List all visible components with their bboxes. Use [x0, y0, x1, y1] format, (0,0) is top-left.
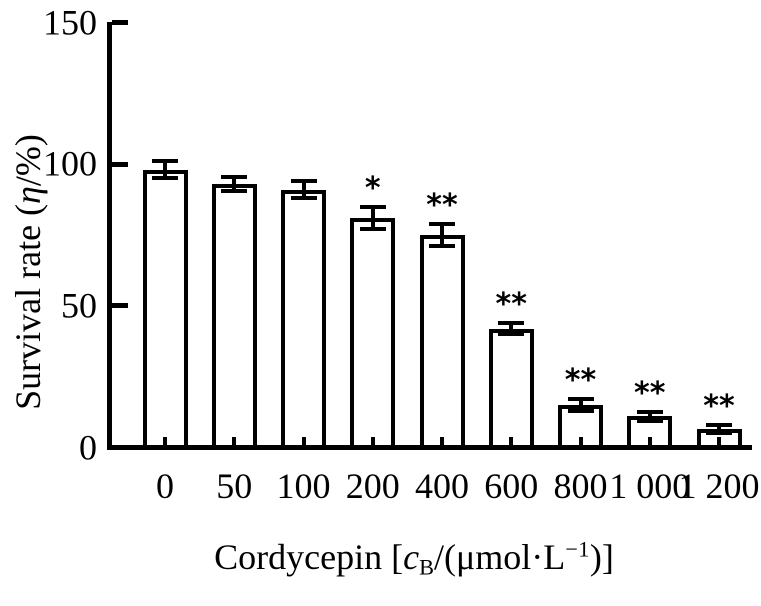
- y-axis-title-prefix: Survival rate (: [8, 203, 48, 410]
- x-axis-title: Cordycepin [cB/(μmol·L−1)]: [214, 534, 614, 582]
- error-bar-line: [647, 412, 652, 421]
- x-axis-tick: [232, 437, 237, 445]
- significance-marker: **: [564, 363, 597, 399]
- error-bar-line: [232, 176, 237, 192]
- y-axis-tick: [112, 20, 128, 25]
- y-axis-title-symbol-eta: η: [8, 186, 48, 204]
- bar: [142, 169, 188, 449]
- x-tick-label: 800: [553, 466, 608, 506]
- bar: [419, 235, 465, 449]
- error-bar-cap-bottom: [429, 244, 455, 249]
- significance-marker: **: [426, 187, 458, 223]
- error-bar-cap-top: [498, 320, 525, 325]
- y-axis-title-suffix: /%): [8, 134, 48, 187]
- error-bar-cap-bottom: [498, 332, 525, 337]
- x-tick-label: 600: [484, 466, 539, 506]
- x-tick-label: 1 200: [678, 466, 760, 506]
- x-axis-title-superscript: −1: [565, 536, 590, 562]
- x-axis-tick: [509, 437, 514, 445]
- bar: [281, 189, 326, 449]
- significance-marker: **: [703, 388, 735, 424]
- y-tick-label: 0: [79, 426, 97, 467]
- error-bar-line: [440, 223, 444, 247]
- bar: [211, 184, 257, 449]
- x-axis-tick: [717, 437, 721, 445]
- x-tick-label: 400: [415, 466, 469, 506]
- x-axis-tick: [440, 437, 444, 445]
- error-bar-cap-top: [567, 397, 594, 402]
- error-bar-line: [717, 424, 721, 434]
- x-axis-tick: [301, 437, 306, 445]
- error-bar-line: [578, 399, 583, 411]
- x-axis-tick: [370, 437, 375, 445]
- error-bar-cap-bottom: [567, 408, 594, 413]
- bar: [488, 328, 534, 449]
- error-bar-cap-bottom: [221, 189, 248, 194]
- x-tick-label: 100: [276, 466, 331, 506]
- error-bar-cap-top: [152, 159, 178, 164]
- y-axis-tick: [112, 161, 128, 167]
- x-tick-label: 1 000: [609, 466, 691, 506]
- error-bar-cap-top: [706, 422, 732, 427]
- y-tick-label: 50: [61, 285, 97, 326]
- x-axis-tick: [163, 437, 167, 445]
- error-bar-line: [509, 322, 514, 335]
- error-bar-line: [301, 181, 306, 199]
- error-bar-cap-top: [429, 221, 455, 226]
- x-tick-label: 200: [345, 466, 400, 506]
- x-axis-title-mid: /(μmol·L: [433, 537, 566, 577]
- error-bar-cap-top: [221, 174, 248, 179]
- error-bar-cap-bottom: [359, 227, 386, 232]
- x-axis-line: [107, 445, 752, 450]
- x-tick-label: 50: [216, 466, 253, 506]
- error-bar-cap-bottom: [636, 418, 663, 423]
- x-axis-title-symbol-c: c: [403, 537, 420, 577]
- error-bar-line: [163, 161, 167, 179]
- y-tick-label: 100: [43, 143, 97, 184]
- x-axis-tick: [578, 437, 583, 445]
- y-axis-line: [107, 22, 112, 450]
- significance-marker: **: [495, 286, 527, 322]
- error-bar-cap-bottom: [706, 431, 732, 436]
- x-axis-title-prefix: Cordycepin [: [214, 537, 404, 577]
- error-bar-cap-top: [290, 179, 317, 184]
- x-axis-title-subscript: B: [419, 554, 434, 580]
- error-bar-cap-top: [359, 204, 386, 209]
- y-axis-title: Survival rate (η/%): [8, 134, 48, 410]
- y-axis-tick: [112, 303, 128, 309]
- x-axis-tick: [647, 437, 652, 445]
- error-bar-cap-top: [636, 410, 663, 415]
- significance-marker: *: [364, 170, 381, 206]
- y-tick-label: 150: [43, 1, 97, 42]
- x-axis-title-suffix: )]: [589, 537, 614, 577]
- error-bar-cap-bottom: [290, 196, 317, 201]
- x-tick-label: 0: [156, 466, 174, 506]
- bar: [350, 218, 396, 449]
- significance-marker: **: [634, 376, 666, 412]
- error-bar-line: [370, 206, 375, 230]
- error-bar-cap-bottom: [152, 176, 178, 181]
